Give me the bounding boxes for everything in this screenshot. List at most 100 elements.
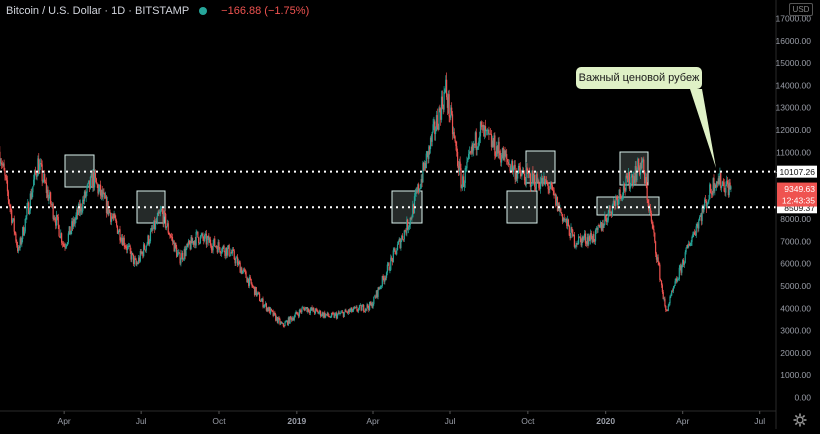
candle-body xyxy=(658,257,659,262)
price-tick-label: 2000.00 xyxy=(780,348,811,358)
candle-body xyxy=(481,122,482,126)
candle-body xyxy=(115,218,116,221)
candle-body xyxy=(345,310,346,312)
market-status-dot-icon xyxy=(199,7,207,15)
candle-body xyxy=(387,265,388,273)
candle-body xyxy=(517,172,518,178)
candle-body xyxy=(87,183,88,186)
candle-body xyxy=(723,182,724,183)
candle-body xyxy=(233,249,234,250)
candle-body xyxy=(464,183,465,187)
candle-body xyxy=(137,263,138,264)
candle-body xyxy=(456,146,457,152)
candle-body xyxy=(603,225,604,228)
candle-body xyxy=(457,152,458,166)
candle-body xyxy=(652,222,653,225)
candle-body xyxy=(707,203,708,209)
candle-body xyxy=(278,318,279,319)
candle-body xyxy=(168,233,169,235)
candle-body xyxy=(25,219,26,232)
candle-body xyxy=(65,246,66,247)
callout-label[interactable]: Важный ценовой рубеж xyxy=(576,67,702,89)
candle-body xyxy=(641,161,642,168)
candle-body xyxy=(607,221,608,223)
candle-body xyxy=(653,229,654,232)
candle-body xyxy=(356,307,357,311)
candle-body xyxy=(202,234,203,239)
currency-label[interactable]: USD xyxy=(789,3,813,16)
candle-body xyxy=(200,236,201,243)
candle-body xyxy=(296,312,297,314)
candle-body xyxy=(281,322,282,323)
candle-body xyxy=(524,174,525,180)
candle-body xyxy=(146,244,147,246)
candle-body xyxy=(608,213,609,221)
candle-body xyxy=(691,242,692,246)
candle-body xyxy=(381,286,382,287)
candle-body xyxy=(388,263,389,270)
candle-body xyxy=(90,177,91,189)
candle-body xyxy=(494,135,495,155)
candle-body xyxy=(318,313,319,314)
candle-body xyxy=(479,136,480,141)
candle-body xyxy=(301,308,302,312)
candle-body xyxy=(185,249,186,256)
candle-body xyxy=(263,306,264,307)
candle-body xyxy=(622,195,623,198)
candle-body xyxy=(699,217,700,220)
candle-body xyxy=(234,251,235,259)
candle-body xyxy=(461,186,462,188)
time-tick-label: Jul xyxy=(136,416,147,426)
candle-body xyxy=(660,280,661,281)
candle-body xyxy=(25,216,26,219)
price-tick-label: 0.00 xyxy=(794,393,811,403)
candle-body xyxy=(6,178,7,181)
candle-body xyxy=(720,173,721,188)
candle-body xyxy=(681,265,682,273)
candle-body xyxy=(197,232,198,238)
candle-body xyxy=(501,158,502,162)
candle-body xyxy=(41,163,42,164)
candle-body xyxy=(710,184,711,192)
gear-icon[interactable] xyxy=(793,413,807,427)
candle-body xyxy=(251,284,252,287)
candle-body xyxy=(300,310,301,311)
candle-body xyxy=(285,322,286,323)
candle-body xyxy=(618,199,619,205)
candle-body xyxy=(39,164,40,173)
candle-body xyxy=(537,174,538,182)
candle-body xyxy=(655,241,656,253)
candle-body xyxy=(674,286,675,288)
candle-body xyxy=(403,239,404,240)
candle-body xyxy=(446,80,447,97)
candle-body xyxy=(150,231,151,241)
candle-body xyxy=(547,182,548,184)
candle-body xyxy=(227,248,228,255)
symbol-header[interactable]: Bitcoin / U.S. Dollar · 1D · BITSTAMP −1… xyxy=(6,5,309,17)
candle-body xyxy=(35,171,36,174)
candle-body xyxy=(32,186,33,192)
candle-body xyxy=(409,225,410,227)
candle-body xyxy=(580,236,581,238)
candle-body xyxy=(432,124,433,132)
candle-body xyxy=(696,226,697,235)
candle-body xyxy=(258,293,259,294)
candle-body xyxy=(638,158,639,167)
candle-body xyxy=(467,158,468,161)
candle-body xyxy=(189,241,190,244)
candle-body xyxy=(334,314,335,318)
candle-body xyxy=(50,192,51,203)
symbol-title[interactable]: Bitcoin / U.S. Dollar · 1D · BITSTAMP xyxy=(6,5,189,17)
candle-body xyxy=(31,192,32,198)
candle-body xyxy=(364,311,365,312)
candle-body xyxy=(643,160,644,172)
candle-body xyxy=(8,191,9,199)
candle-body xyxy=(169,235,170,236)
candle-body xyxy=(61,233,62,242)
candle-body xyxy=(305,308,306,311)
candle-body xyxy=(321,315,322,316)
candle-body xyxy=(465,168,466,183)
